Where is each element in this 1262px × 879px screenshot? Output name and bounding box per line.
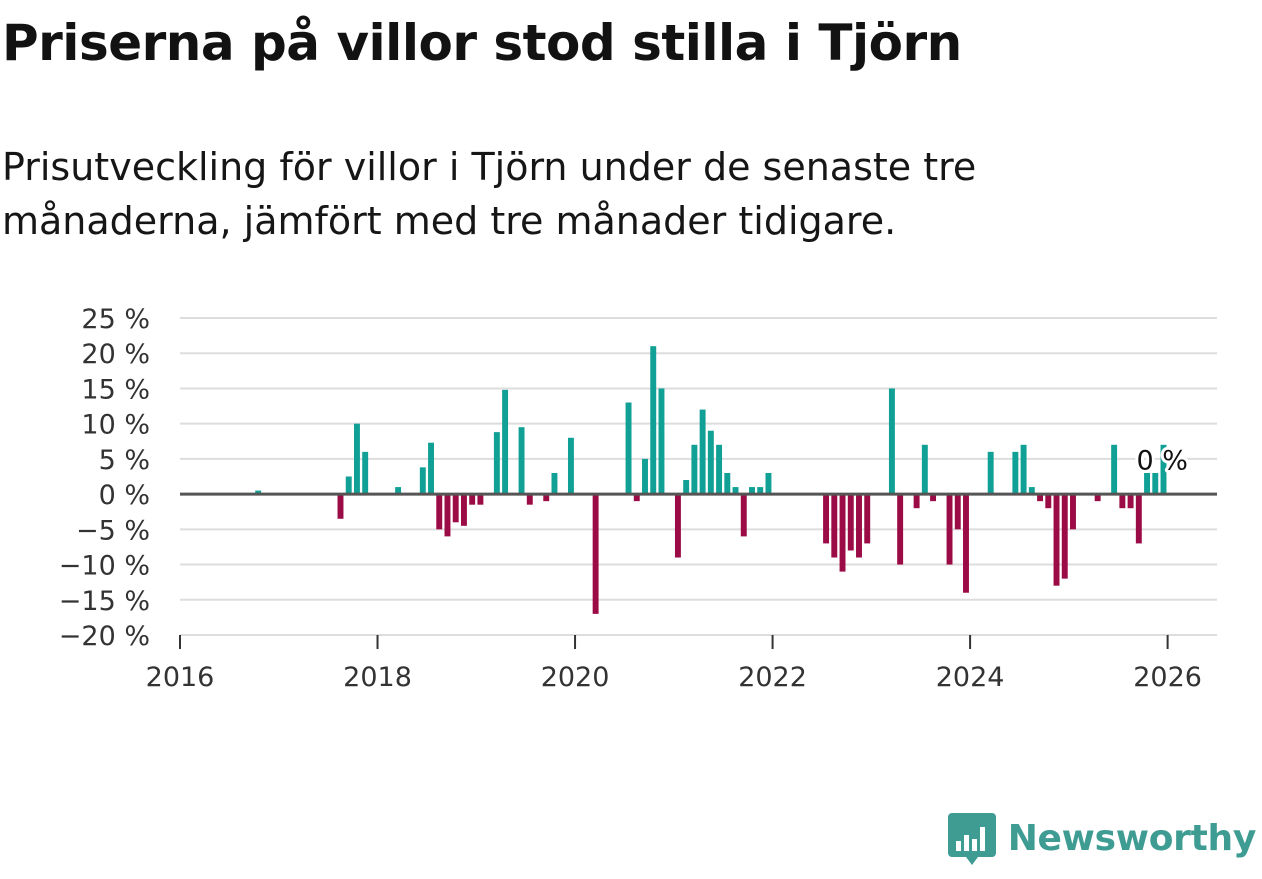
bar — [477, 494, 484, 505]
bar — [428, 442, 434, 495]
bar — [1028, 487, 1035, 495]
bar — [1127, 494, 1134, 509]
bar — [1045, 494, 1052, 509]
bar — [469, 494, 476, 505]
bar — [395, 487, 402, 495]
bar — [946, 494, 953, 565]
bar — [625, 402, 632, 495]
bar — [913, 494, 920, 509]
x-tick-label: 2026 — [1133, 662, 1202, 693]
bar — [954, 494, 961, 530]
x-tick-label: 2024 — [936, 662, 1005, 693]
bar — [716, 444, 723, 495]
bar — [707, 430, 714, 495]
bar — [543, 494, 550, 502]
bar — [856, 494, 862, 558]
bar — [724, 472, 731, 495]
bar — [1144, 472, 1151, 495]
bar — [1037, 494, 1044, 502]
bar — [658, 388, 665, 495]
chart-subtitle: Prisutveckling för villor i Tjörn under … — [2, 145, 977, 243]
bar — [888, 388, 895, 495]
x-tick-label: 2016 — [146, 662, 215, 693]
y-tick-label: −15 % — [59, 586, 150, 617]
bar — [749, 487, 755, 495]
bar — [1020, 444, 1027, 495]
bar — [551, 472, 558, 495]
bar — [963, 494, 969, 593]
end-value-label: 0 % — [1137, 445, 1188, 476]
bar — [699, 409, 706, 495]
bar — [650, 346, 657, 495]
x-tick-label: 2020 — [541, 662, 610, 693]
bar — [823, 494, 830, 544]
bar — [460, 494, 467, 526]
bar — [419, 467, 426, 495]
y-tick-label: 0 % — [99, 480, 150, 511]
bar — [1135, 494, 1142, 544]
bar — [1119, 494, 1126, 509]
bar — [897, 494, 904, 565]
x-tick-label: 2018 — [343, 662, 412, 693]
bar — [930, 494, 937, 502]
bar — [674, 494, 681, 558]
bar — [642, 458, 648, 495]
bar — [987, 451, 994, 495]
bar — [452, 494, 459, 523]
bar — [732, 487, 739, 495]
y-tick-label: −20 % — [59, 621, 150, 652]
bar — [567, 437, 574, 495]
axis-layer — [179, 492, 1217, 649]
newsworthy-logo: Newsworthy — [947, 809, 1257, 867]
bar — [444, 494, 451, 537]
bar — [362, 451, 369, 495]
chart-title: Priserna på villor stod stilla i Tjörn — [2, 14, 962, 72]
bar — [1094, 494, 1101, 502]
bar — [1070, 494, 1076, 530]
bar — [757, 487, 764, 495]
y-tick-label: 5 % — [99, 445, 150, 476]
bar — [1160, 444, 1167, 495]
bar — [345, 476, 352, 495]
y-tick-label: 20 % — [81, 339, 150, 370]
bar — [847, 494, 854, 551]
bar — [1012, 451, 1019, 495]
labels-layer: 25 % 20 % 15 % 10 % 5 % 0 % −5 % −10 % −15 % −20 … — [59, 304, 1202, 693]
newsworthy-wordmark: Newsworthy — [1007, 817, 1257, 859]
newsworthy-logo-icon — [947, 813, 996, 865]
bar — [1061, 494, 1068, 579]
bar — [255, 490, 262, 495]
bar — [502, 389, 509, 495]
y-tick-label: 15 % — [81, 374, 150, 405]
bar — [691, 444, 698, 495]
y-tick-label: −5 % — [76, 515, 150, 546]
bar — [740, 494, 747, 537]
bar — [592, 494, 599, 614]
bar — [1152, 472, 1159, 495]
bar — [526, 494, 533, 505]
y-tick-label: 25 % — [81, 304, 150, 335]
bar — [831, 494, 838, 558]
bar — [633, 494, 640, 502]
y-tick-label: 10 % — [81, 410, 150, 441]
y-tick-label: −10 % — [59, 551, 150, 582]
bar — [765, 472, 772, 495]
bar — [1053, 494, 1060, 586]
bar-chart: 25 % 20 % 15 % 10 % 5 % 0 % −5 % −10 % −15 % −20 … — [59, 304, 1217, 693]
grid-layer — [180, 317, 1217, 636]
bar — [683, 480, 690, 495]
bar — [839, 494, 846, 572]
bar — [337, 494, 344, 519]
bar — [1111, 444, 1118, 495]
bars-layer — [255, 346, 1167, 614]
bar — [353, 423, 360, 495]
bar — [493, 432, 500, 495]
bar — [518, 427, 525, 495]
bar — [921, 444, 928, 495]
bar — [864, 494, 871, 544]
x-tick-label: 2022 — [738, 662, 807, 693]
bar — [436, 494, 443, 530]
